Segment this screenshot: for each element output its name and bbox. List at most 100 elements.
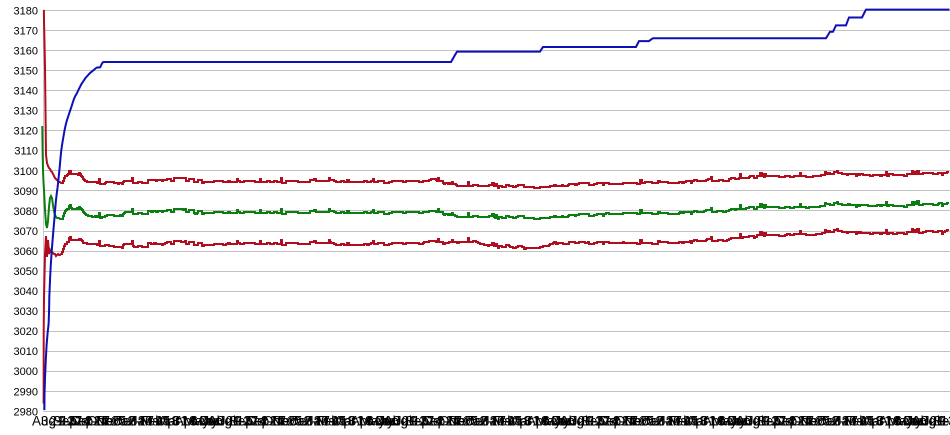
svg-text:7-Jan: 7-Jan <box>278 414 312 429</box>
svg-text:3010: 3010 <box>14 346 38 358</box>
svg-text:3150: 3150 <box>14 66 38 78</box>
svg-text:7-Apr: 7-Apr <box>674 414 708 429</box>
svg-text:25-Apr: 25-Apr <box>155 414 196 429</box>
svg-text:14-Nov: 14-Nov <box>76 414 120 429</box>
svg-text:27-Oct: 27-Oct <box>67 414 108 429</box>
svg-text:25-Apr: 25-Apr <box>507 414 548 429</box>
svg-text:3130: 3130 <box>14 106 38 118</box>
svg-text:3040: 3040 <box>14 286 38 298</box>
svg-text:9-Oct: 9-Oct <box>762 414 795 429</box>
svg-text:27-Oct: 27-Oct <box>243 414 284 429</box>
svg-text:24-Jul: 24-Jul <box>375 414 412 429</box>
svg-text:3110: 3110 <box>14 146 38 158</box>
svg-text:3170: 3170 <box>14 26 38 38</box>
svg-text:21-Sep: 21-Sep <box>754 414 798 429</box>
svg-text:7-Apr: 7-Apr <box>146 414 180 429</box>
svg-text:3030: 3030 <box>14 306 38 318</box>
svg-text:3140: 3140 <box>14 86 38 98</box>
svg-text:3120: 3120 <box>14 126 38 138</box>
svg-text:Aug-13: Aug-13 <box>736 414 780 429</box>
svg-text:18-Jun: 18-Jun <box>358 414 399 429</box>
svg-text:2-Dec: 2-Dec <box>437 414 473 429</box>
svg-text:6-Jul: 6-Jul <box>894 414 923 429</box>
svg-text:25-Jan: 25-Jan <box>463 414 504 429</box>
svg-text:20-Dec: 20-Dec <box>94 414 138 429</box>
svg-text:21-Sep: 21-Sep <box>50 414 94 429</box>
svg-text:7-Jan: 7-Jan <box>102 414 136 429</box>
svg-text:2-Mar: 2-Mar <box>833 414 869 429</box>
svg-text:27-Oct: 27-Oct <box>419 414 460 429</box>
svg-text:9-Oct: 9-Oct <box>58 414 91 429</box>
svg-text:2980: 2980 <box>14 406 38 418</box>
svg-text:14-Nov: 14-Nov <box>428 414 472 429</box>
svg-text:7-Apr: 7-Apr <box>498 414 532 429</box>
svg-text:14-Nov: 14-Nov <box>604 414 648 429</box>
svg-text:25-Jan: 25-Jan <box>111 414 152 429</box>
svg-text:2-Dec: 2-Dec <box>85 414 121 429</box>
svg-text:2-Mar: 2-Mar <box>657 414 693 429</box>
svg-text:31-May: 31-May <box>877 414 922 429</box>
svg-text:3020: 3020 <box>14 326 38 338</box>
svg-text:2-Mar: 2-Mar <box>481 414 517 429</box>
svg-text:27-Oct: 27-Oct <box>771 414 812 429</box>
svg-text:Aug-13: Aug-13 <box>560 414 604 429</box>
svg-text:20-Dec: 20-Dec <box>446 414 490 429</box>
svg-text:12-Feb: 12-Feb <box>296 414 339 429</box>
svg-text:3-Sep: 3-Sep <box>569 414 605 429</box>
svg-text:24-Jul: 24-Jul <box>727 414 764 429</box>
svg-text:6-Jul: 6-Jul <box>366 414 395 429</box>
svg-text:2-Dec: 2-Dec <box>261 414 297 429</box>
svg-text:3070: 3070 <box>14 226 38 238</box>
svg-text:31-May: 31-May <box>349 414 394 429</box>
svg-text:Aug-13: Aug-13 <box>208 414 252 429</box>
svg-text:3100: 3100 <box>14 166 38 178</box>
svg-text:3160: 3160 <box>14 46 38 58</box>
svg-text:3060: 3060 <box>14 246 38 258</box>
svg-text:3-Sep: 3-Sep <box>217 414 253 429</box>
svg-text:6-Jul: 6-Jul <box>718 414 747 429</box>
svg-text:13-May: 13-May <box>340 414 385 429</box>
svg-text:Aug-13: Aug-13 <box>384 414 428 429</box>
svg-text:Aug-13: Aug-13 <box>912 414 950 429</box>
svg-text:7-Jan: 7-Jan <box>454 414 488 429</box>
svg-text:21-Sep: 21-Sep <box>402 414 446 429</box>
svg-text:3000: 3000 <box>14 366 38 378</box>
svg-text:9-Oct: 9-Oct <box>938 414 950 429</box>
svg-text:12-Feb: 12-Feb <box>120 414 163 429</box>
svg-text:18-Jun: 18-Jun <box>886 414 927 429</box>
svg-text:31-May: 31-May <box>525 414 570 429</box>
svg-text:21-Sep: 21-Sep <box>578 414 622 429</box>
svg-text:3-Sep: 3-Sep <box>41 414 77 429</box>
svg-text:2-Dec: 2-Dec <box>613 414 649 429</box>
svg-text:7-Jan: 7-Jan <box>806 414 840 429</box>
svg-text:12-Feb: 12-Feb <box>472 414 515 429</box>
svg-text:25-Apr: 25-Apr <box>683 414 724 429</box>
svg-text:3090: 3090 <box>14 186 38 198</box>
svg-text:20-Dec: 20-Dec <box>798 414 842 429</box>
svg-text:9-Oct: 9-Oct <box>410 414 443 429</box>
svg-text:2-Mar: 2-Mar <box>129 414 165 429</box>
svg-text:2-Mar: 2-Mar <box>305 414 341 429</box>
svg-text:24-Jul: 24-Jul <box>551 414 588 429</box>
svg-text:13-May: 13-May <box>516 414 561 429</box>
svg-text:24-Jul: 24-Jul <box>903 414 940 429</box>
svg-text:27-Oct: 27-Oct <box>595 414 636 429</box>
svg-text:3180: 3180 <box>14 5 38 17</box>
svg-text:14-Nov: 14-Nov <box>252 414 296 429</box>
svg-text:13-May: 13-May <box>164 414 209 429</box>
svg-text:12-Feb: 12-Feb <box>648 414 691 429</box>
svg-text:18-Jun: 18-Jun <box>534 414 575 429</box>
svg-text:20-Dec: 20-Dec <box>622 414 666 429</box>
svg-text:20-Mar: 20-Mar <box>842 414 885 429</box>
svg-text:24-Jul: 24-Jul <box>199 414 236 429</box>
svg-text:3-Sep: 3-Sep <box>393 414 429 429</box>
svg-text:14-Nov: 14-Nov <box>780 414 824 429</box>
svg-text:6-Jul: 6-Jul <box>190 414 219 429</box>
svg-text:2-Dec: 2-Dec <box>789 414 825 429</box>
svg-text:12-Feb: 12-Feb <box>824 414 867 429</box>
svg-text:31-May: 31-May <box>173 414 218 429</box>
svg-text:2990: 2990 <box>14 386 38 398</box>
svg-text:25-Jan: 25-Jan <box>287 414 328 429</box>
svg-text:7-Jan: 7-Jan <box>630 414 664 429</box>
svg-text:25-Apr: 25-Apr <box>859 414 900 429</box>
